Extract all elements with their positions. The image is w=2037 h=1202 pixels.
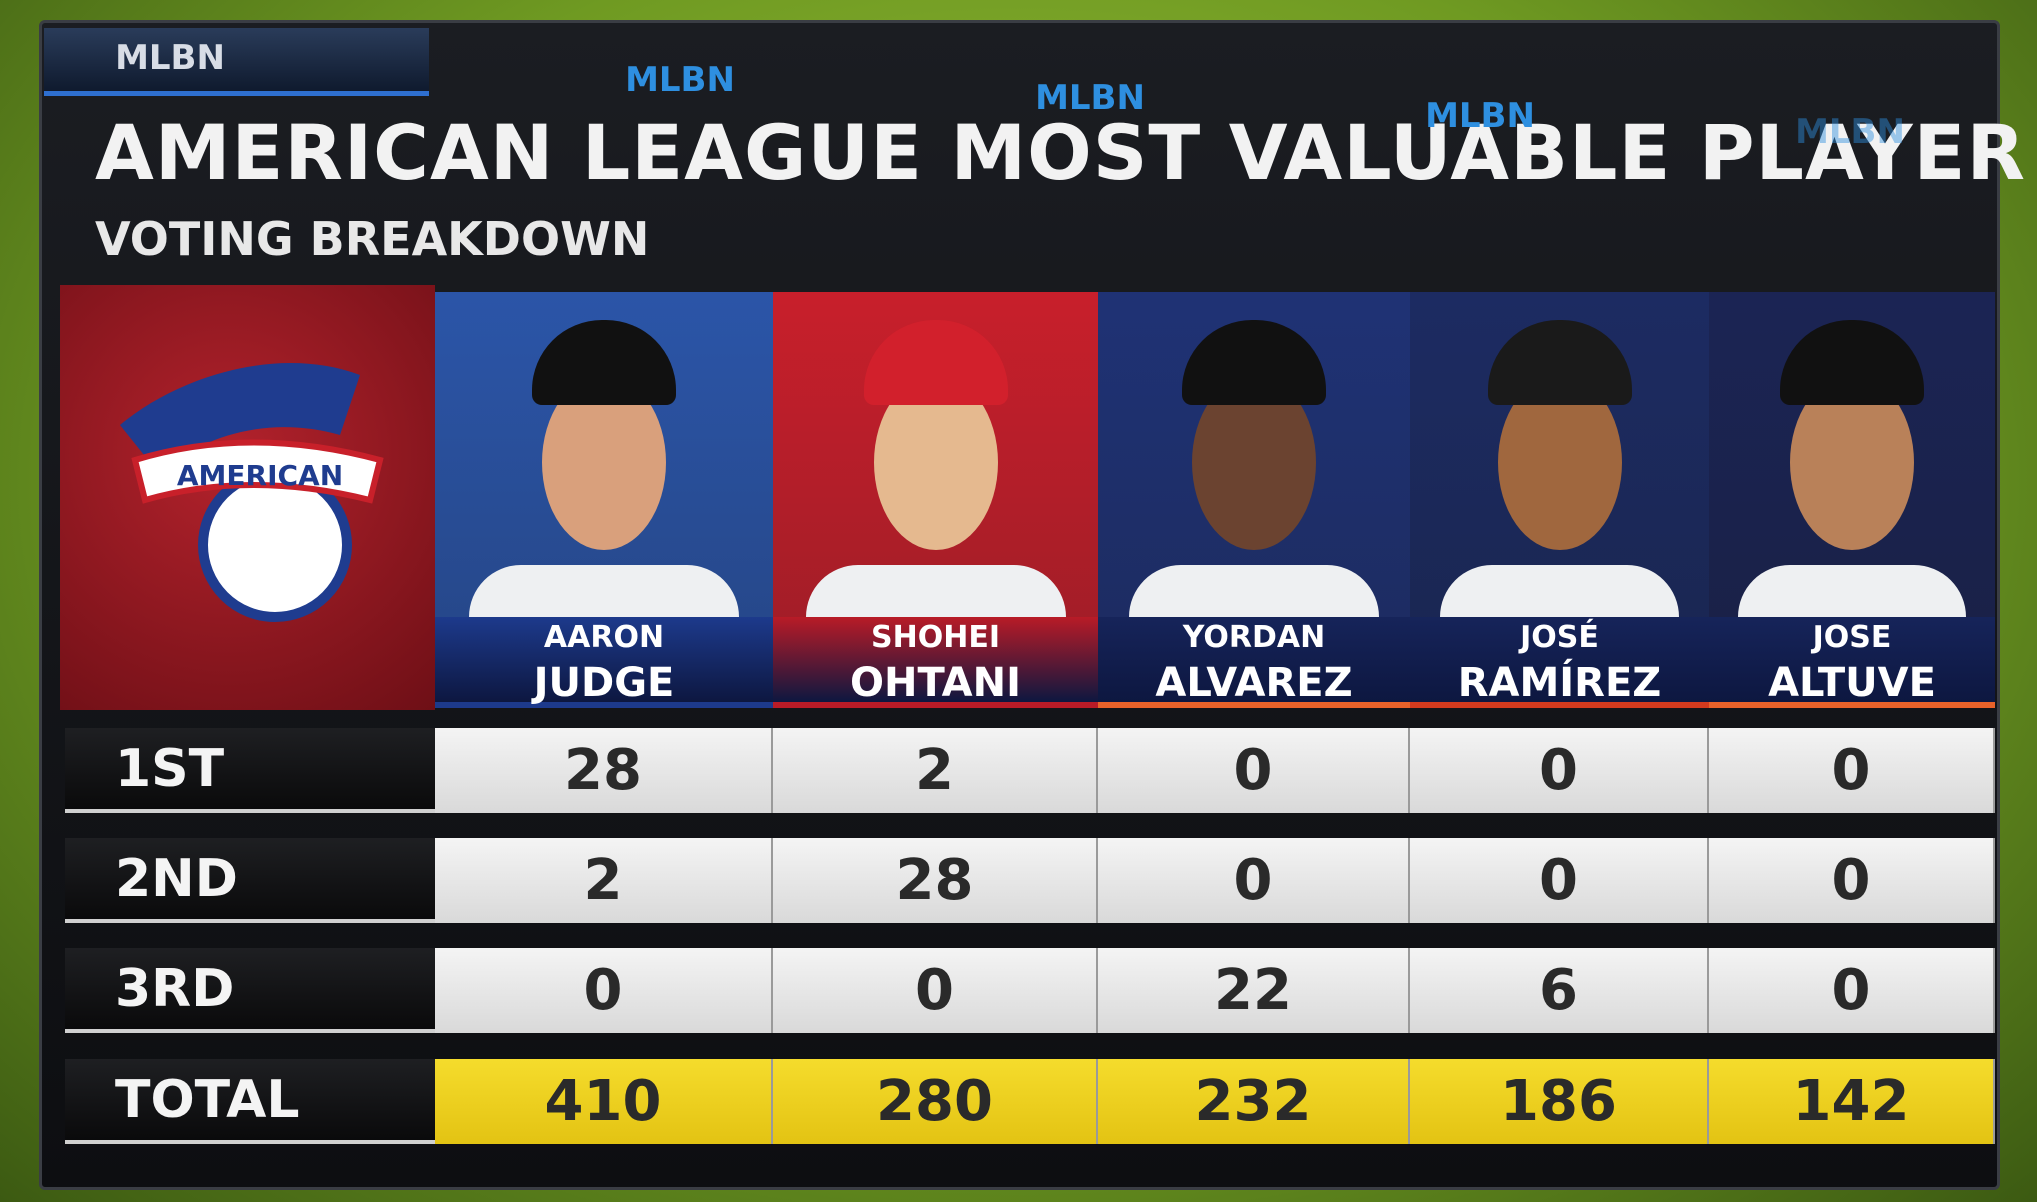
player-jersey: [468, 565, 740, 617]
logo-text: AMERICAN: [177, 459, 343, 492]
name-bar: [1709, 617, 1995, 708]
player-jersey: [805, 565, 1066, 617]
row-label: 2ND: [65, 838, 435, 923]
name-bar: [435, 617, 773, 708]
league-logo: AMERICAN: [120, 363, 384, 622]
title: AMERICAN LEAGUE MOST VALUABLE PLAYER: [95, 108, 2026, 197]
vote-cell: 0: [773, 948, 1098, 1033]
first-name: JOSÉ: [1520, 620, 1599, 655]
player-jersey: [1129, 565, 1379, 617]
vote-cell: 142: [1709, 1059, 1995, 1144]
vote-cell: 0: [1410, 728, 1709, 813]
vote-cell: 22: [1098, 948, 1410, 1033]
row-label: 3RD: [65, 948, 435, 1033]
last-name: ALVAREZ: [1155, 660, 1353, 706]
first-name: YORDAN: [1182, 620, 1326, 655]
last-name: OHTANI: [850, 660, 1021, 706]
player-jersey: [1439, 565, 1680, 617]
vote-cell: 410: [435, 1059, 773, 1144]
vote-cell: 2: [773, 728, 1098, 813]
baseball: [198, 468, 352, 622]
row-label: 1ST: [65, 728, 435, 813]
vote-cell: 186: [1410, 1059, 1709, 1144]
vote-cell: 28: [435, 728, 773, 813]
first-name: SHOHEI: [871, 620, 1000, 655]
network-tab: MLBN: [1035, 78, 1145, 118]
vote-cell: 0: [1410, 838, 1709, 923]
vote-cell: 0: [1709, 948, 1995, 1033]
network-tab: MLBN: [625, 60, 735, 100]
vote-cell: 0: [1098, 838, 1410, 923]
vote-cell: 0: [1709, 838, 1995, 923]
vote-cell: 6: [1410, 948, 1709, 1033]
vote-cell: 280: [773, 1059, 1098, 1144]
vote-cell: 2: [435, 838, 773, 923]
banner: [131, 439, 384, 504]
name-bar: [1410, 617, 1709, 708]
subtitle: VOTING BREAKDOWN: [95, 212, 650, 266]
network-tab: MLBN: [115, 38, 225, 78]
vote-cell: 0: [1709, 728, 1995, 813]
vote-cell: 232: [1098, 1059, 1410, 1144]
last-name: JUDGE: [533, 660, 675, 706]
network-tab: MLBN: [1795, 112, 1905, 152]
first-name: JOSE: [1812, 620, 1892, 655]
first-name: AARON: [543, 620, 665, 655]
network-tab-bg: [44, 28, 429, 96]
network-tab: MLBN: [1425, 96, 1535, 136]
vote-cell: 0: [1098, 728, 1410, 813]
last-name: RAMÍREZ: [1457, 660, 1662, 706]
vote-cell: 28: [773, 838, 1098, 923]
vote-cell: 0: [435, 948, 773, 1033]
last-name: ALTUVE: [1768, 660, 1936, 706]
name-bar: [773, 617, 1098, 708]
player-jersey: [1737, 565, 1967, 617]
row-label: TOTAL: [65, 1059, 435, 1144]
logo-panel: AMERICAN: [60, 285, 435, 710]
name-bar: [1098, 617, 1410, 708]
